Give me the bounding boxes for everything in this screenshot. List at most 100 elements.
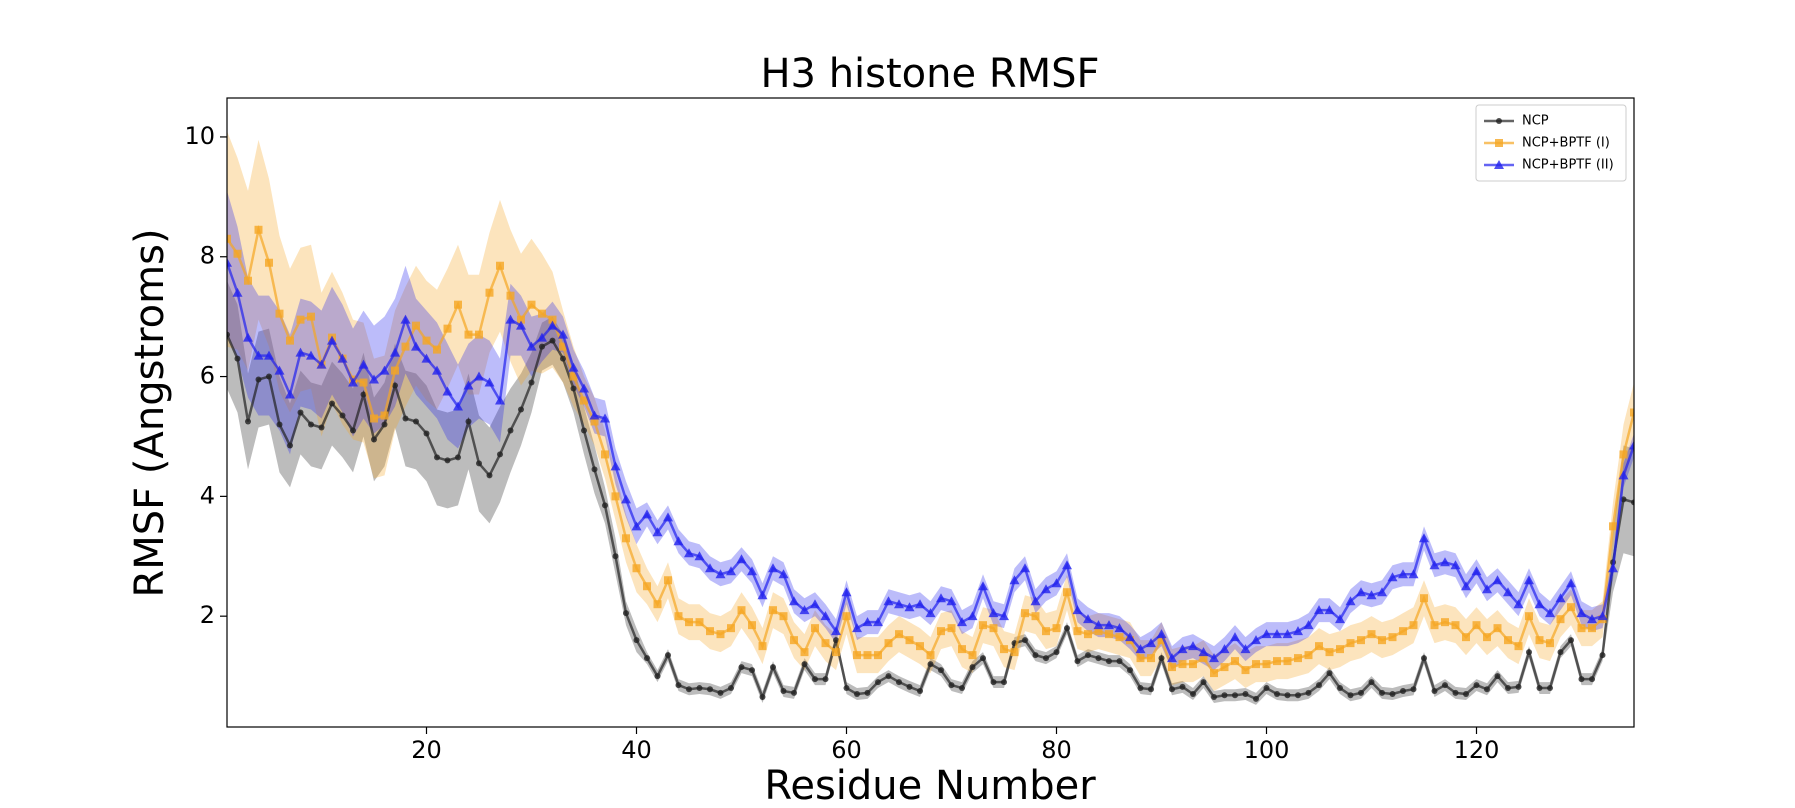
marker <box>1347 692 1354 699</box>
marker <box>1608 563 1618 573</box>
marker <box>1367 630 1376 639</box>
marker <box>873 617 883 627</box>
marker <box>1420 594 1428 603</box>
marker <box>379 365 390 375</box>
marker <box>1494 673 1501 680</box>
marker <box>1421 655 1427 662</box>
marker <box>1252 660 1260 669</box>
marker <box>266 373 272 380</box>
marker <box>295 347 306 357</box>
marker <box>1085 652 1091 659</box>
marker <box>904 602 915 612</box>
marker <box>1074 658 1081 665</box>
marker <box>1135 644 1146 654</box>
marker <box>1043 655 1049 662</box>
marker <box>1503 587 1513 597</box>
marker <box>1106 658 1112 665</box>
marker <box>1220 663 1229 672</box>
marker <box>1525 612 1533 621</box>
marker <box>684 548 694 558</box>
marker <box>926 651 935 660</box>
marker <box>852 623 862 633</box>
marker <box>1157 636 1166 645</box>
marker <box>1526 649 1532 656</box>
marker <box>1105 630 1113 639</box>
marker <box>644 655 650 662</box>
marker <box>853 651 861 660</box>
marker <box>1629 440 1634 450</box>
marker <box>497 451 503 458</box>
marker <box>1619 450 1628 459</box>
marker <box>779 612 788 621</box>
marker <box>1242 691 1249 698</box>
marker <box>306 350 316 360</box>
marker <box>726 566 736 576</box>
marker <box>727 624 735 633</box>
marker <box>1095 655 1102 662</box>
marker <box>674 612 683 621</box>
marker <box>1274 691 1280 698</box>
marker <box>369 374 379 384</box>
marker <box>307 312 315 321</box>
marker <box>757 590 768 600</box>
marker <box>1484 686 1490 693</box>
marker <box>1156 629 1167 639</box>
marker <box>694 551 705 561</box>
marker <box>227 331 230 338</box>
marker <box>1094 627 1103 636</box>
marker <box>675 682 682 689</box>
marker <box>1063 588 1071 597</box>
marker <box>1587 614 1597 624</box>
marker <box>496 261 504 270</box>
marker <box>1505 685 1511 692</box>
marker <box>1546 639 1554 648</box>
marker <box>548 315 557 324</box>
marker <box>528 379 535 386</box>
marker <box>685 618 693 627</box>
marker <box>978 581 988 591</box>
plot-frame <box>226 97 1635 728</box>
marker <box>906 683 913 690</box>
marker <box>696 685 703 692</box>
marker <box>1000 645 1008 654</box>
marker <box>1261 629 1272 639</box>
legend-box <box>1475 104 1627 182</box>
marker <box>957 617 967 627</box>
marker <box>475 330 483 339</box>
marker <box>1263 685 1270 692</box>
marker <box>831 626 841 636</box>
marker <box>1545 608 1555 618</box>
marker <box>1146 638 1156 648</box>
marker <box>623 610 629 617</box>
marker <box>559 342 567 351</box>
marker <box>988 608 999 618</box>
marker <box>1272 629 1282 639</box>
marker <box>1378 636 1386 645</box>
marker <box>1189 660 1197 669</box>
marker <box>1073 627 1082 636</box>
marker <box>1241 666 1250 675</box>
marker <box>526 341 537 351</box>
x-tick-label: 120 <box>1454 736 1500 764</box>
marker <box>969 664 976 671</box>
marker <box>1219 644 1230 654</box>
marker <box>1253 695 1259 702</box>
marker <box>652 527 663 537</box>
marker <box>968 651 977 660</box>
x-tick-label: 20 <box>411 736 442 764</box>
marker <box>1231 657 1239 666</box>
marker <box>1209 653 1219 663</box>
marker <box>1366 590 1377 600</box>
marker <box>580 396 588 405</box>
marker <box>1568 637 1574 644</box>
marker <box>600 413 610 423</box>
marker <box>433 345 441 354</box>
marker <box>937 627 945 636</box>
marker <box>602 502 608 509</box>
marker <box>1410 686 1417 693</box>
marker <box>749 667 755 674</box>
marker <box>254 225 263 234</box>
marker <box>715 569 726 579</box>
marker <box>1399 627 1407 636</box>
marker <box>1169 686 1175 693</box>
